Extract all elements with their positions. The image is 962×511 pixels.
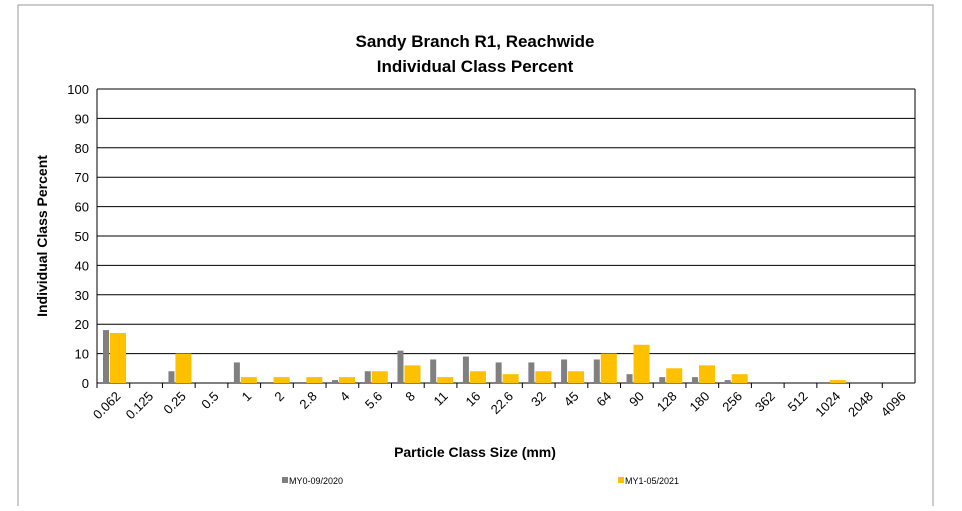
bar bbox=[430, 359, 437, 383]
bar bbox=[233, 362, 240, 383]
bar bbox=[829, 380, 846, 383]
bar bbox=[561, 359, 568, 383]
bar bbox=[626, 374, 633, 383]
y-tick-label: 20 bbox=[75, 317, 89, 332]
y-tick-label: 10 bbox=[75, 347, 89, 362]
legend-swatch bbox=[282, 477, 288, 483]
bar bbox=[535, 371, 552, 383]
y-tick-label: 100 bbox=[67, 82, 89, 97]
x-axis-label: Particle Class Size (mm) bbox=[394, 444, 556, 460]
y-tick-label: 50 bbox=[75, 229, 89, 244]
bar bbox=[633, 344, 650, 383]
y-tick-label: 40 bbox=[75, 258, 89, 273]
y-tick-label: 80 bbox=[75, 141, 89, 156]
legend-label: MY0-09/2020 bbox=[289, 476, 343, 486]
y-tick-label: 0 bbox=[82, 376, 89, 391]
bar bbox=[306, 377, 323, 383]
bar bbox=[469, 371, 486, 383]
bar bbox=[371, 371, 388, 383]
bar bbox=[339, 377, 356, 383]
y-axis-label: Individual Class Percent bbox=[34, 155, 50, 317]
y-tick-label: 30 bbox=[75, 288, 89, 303]
y-tick-label: 90 bbox=[75, 111, 89, 126]
bar bbox=[240, 377, 257, 383]
chart-frame bbox=[17, 4, 934, 511]
bar bbox=[110, 333, 126, 383]
bar bbox=[462, 356, 469, 383]
bar bbox=[731, 374, 748, 383]
bar bbox=[724, 380, 731, 383]
y-tick-label: 60 bbox=[75, 200, 89, 215]
bar bbox=[397, 350, 404, 383]
bar bbox=[495, 362, 502, 383]
bar bbox=[273, 377, 290, 383]
bar bbox=[666, 368, 683, 383]
bar bbox=[502, 374, 519, 383]
bar bbox=[528, 362, 535, 383]
bar bbox=[332, 380, 339, 383]
y-tick-label: 70 bbox=[75, 170, 89, 185]
bar bbox=[437, 377, 454, 383]
bar bbox=[600, 353, 617, 383]
bar bbox=[103, 330, 109, 383]
chart-title: Sandy Branch R1, Reachwide bbox=[355, 32, 594, 51]
bar bbox=[698, 365, 715, 383]
bar bbox=[593, 359, 600, 383]
bar bbox=[364, 371, 371, 383]
bar bbox=[659, 377, 666, 383]
bar bbox=[175, 353, 192, 383]
chart-subtitle: Individual Class Percent bbox=[377, 57, 574, 76]
bar bbox=[404, 365, 421, 383]
bar bbox=[568, 371, 585, 383]
bar bbox=[168, 371, 175, 383]
legend-swatch bbox=[618, 477, 624, 483]
legend-label: MY1-05/2021 bbox=[625, 476, 679, 486]
bar bbox=[691, 377, 698, 383]
